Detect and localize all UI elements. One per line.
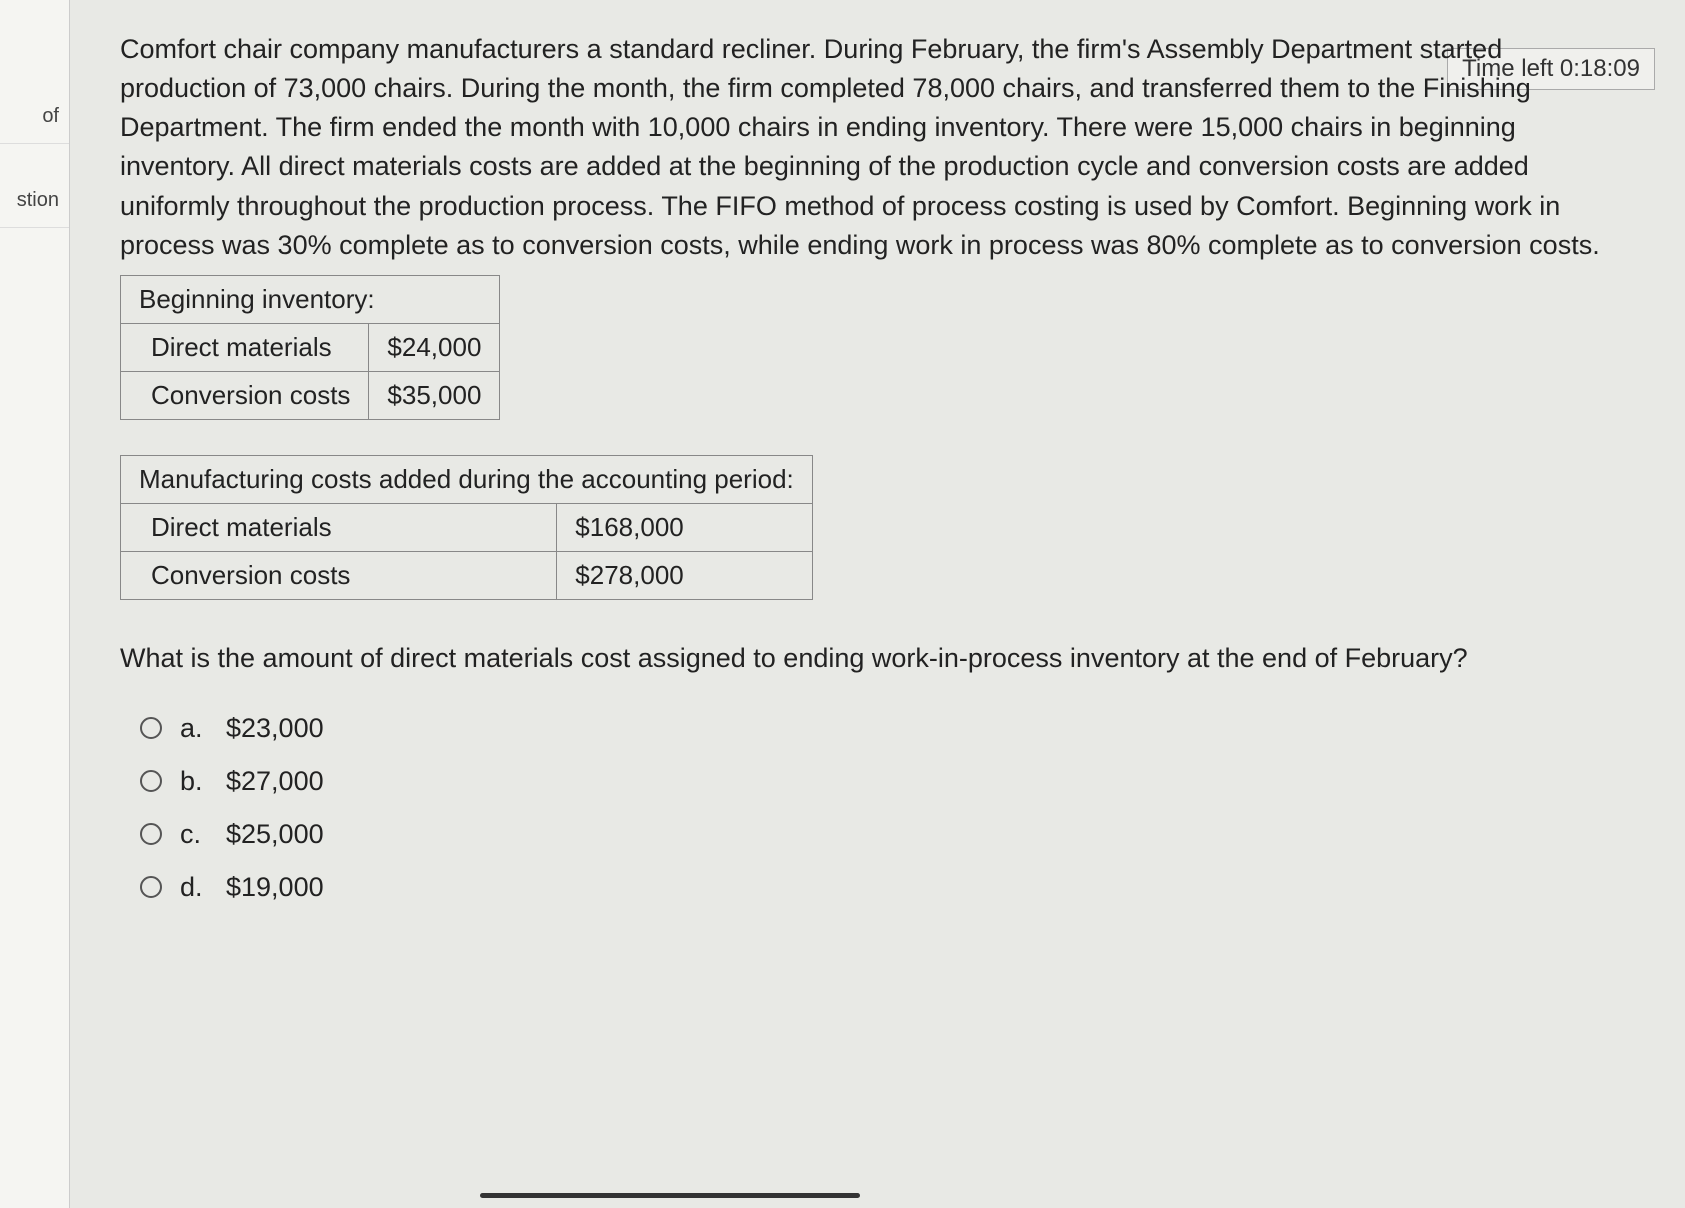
option-text: $23,000 bbox=[226, 713, 324, 744]
table-cell-value: $35,000 bbox=[369, 371, 500, 419]
table-cell-label: Conversion costs bbox=[121, 551, 557, 599]
table-cell-label: Direct materials bbox=[121, 323, 369, 371]
answer-options: a. $23,000 b. $27,000 c. $25,000 d. $19,… bbox=[140, 713, 1640, 903]
beginning-inventory-table: Beginning inventory: Direct materials $2… bbox=[120, 275, 1640, 420]
option-letter: d. bbox=[180, 872, 208, 903]
option-letter: a. bbox=[180, 713, 208, 744]
manufacturing-costs-table: Manufacturing costs added during the acc… bbox=[120, 455, 1640, 600]
option-text: $25,000 bbox=[226, 819, 324, 850]
option-d[interactable]: d. $19,000 bbox=[140, 872, 1640, 903]
sidebar-nav-item[interactable]: stion bbox=[0, 174, 69, 228]
option-letter: c. bbox=[180, 819, 208, 850]
question-prompt: What is the amount of direct materials c… bbox=[120, 640, 1640, 678]
table-row: Conversion costs $278,000 bbox=[121, 551, 813, 599]
option-a[interactable]: a. $23,000 bbox=[140, 713, 1640, 744]
option-letter: b. bbox=[180, 766, 208, 797]
sidebar: of stion bbox=[0, 0, 70, 1208]
table-row: Direct materials $24,000 bbox=[121, 323, 500, 371]
radio-icon[interactable] bbox=[140, 876, 162, 898]
table-row: Direct materials $168,000 bbox=[121, 503, 813, 551]
table-header: Beginning inventory: bbox=[121, 275, 500, 323]
table-cell-label: Direct materials bbox=[121, 503, 557, 551]
sidebar-nav-item[interactable]: of bbox=[0, 90, 69, 144]
table-header: Manufacturing costs added during the acc… bbox=[121, 455, 813, 503]
radio-icon[interactable] bbox=[140, 823, 162, 845]
option-text: $19,000 bbox=[226, 872, 324, 903]
table-cell-label: Conversion costs bbox=[121, 371, 369, 419]
question-content: Comfort chair company manufacturers a st… bbox=[100, 20, 1660, 935]
option-text: $27,000 bbox=[226, 766, 324, 797]
table-cell-value: $168,000 bbox=[557, 503, 812, 551]
radio-icon[interactable] bbox=[140, 717, 162, 739]
radio-icon[interactable] bbox=[140, 770, 162, 792]
bottom-divider bbox=[480, 1193, 860, 1198]
table-cell-value: $24,000 bbox=[369, 323, 500, 371]
table-row: Conversion costs $35,000 bbox=[121, 371, 500, 419]
question-body-text: Comfort chair company manufacturers a st… bbox=[120, 30, 1640, 265]
table-cell-value: $278,000 bbox=[557, 551, 812, 599]
option-b[interactable]: b. $27,000 bbox=[140, 766, 1640, 797]
option-c[interactable]: c. $25,000 bbox=[140, 819, 1640, 850]
